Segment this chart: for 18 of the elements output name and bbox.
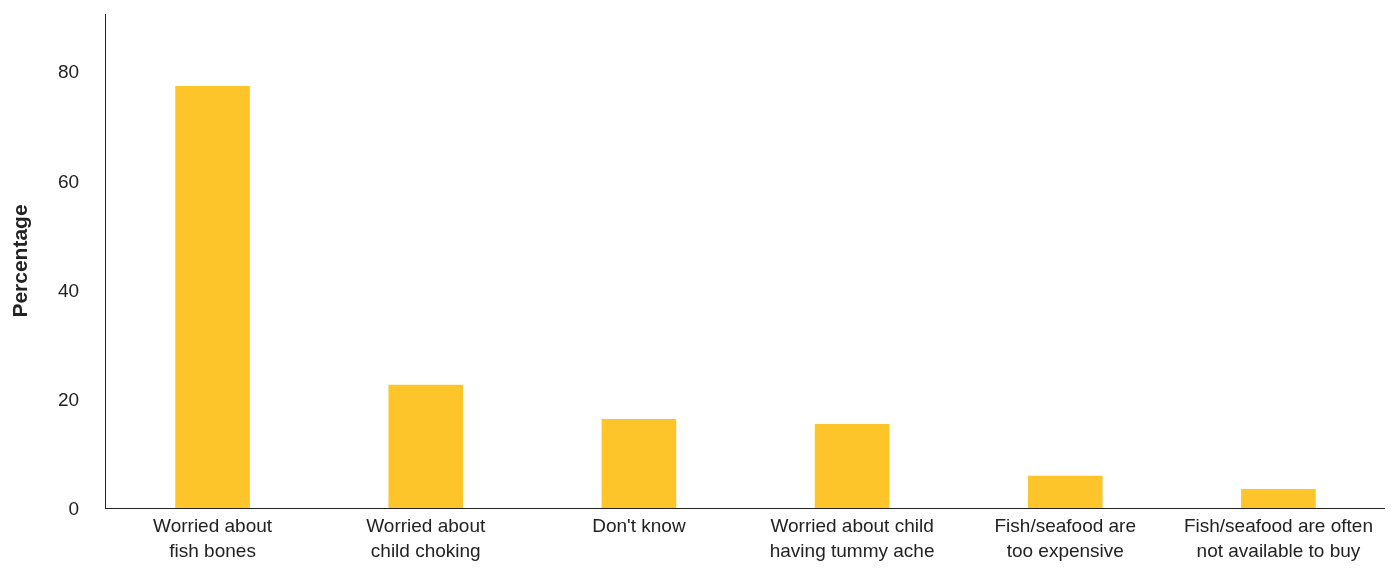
- y-tick-label: 20: [57, 388, 80, 410]
- x-tick-label: Fish/seafood are too expensive: [994, 514, 1137, 561]
- y-tick-label: 80: [57, 61, 80, 83]
- bar: [1027, 475, 1103, 508]
- bar: [814, 424, 890, 508]
- x-tick-label: Don't know: [592, 514, 686, 536]
- y-tick-label: 60: [57, 170, 80, 192]
- x-tick-label: Fish/seafood are often not available to buy: [1183, 514, 1373, 561]
- x-tick-label: Worried about child choking: [366, 514, 486, 561]
- y-tick-label: 40: [57, 279, 80, 301]
- y-tick-label: 0: [68, 497, 80, 519]
- x-tick-label: Worried about fish bones: [153, 514, 273, 561]
- bar: [175, 85, 250, 508]
- bar: [388, 384, 464, 508]
- x-tick-label: Worried about child having tummy ache: [769, 514, 935, 561]
- y-axis-title: Percentage: [8, 204, 32, 318]
- bar: [1241, 488, 1316, 508]
- bar: [601, 419, 677, 508]
